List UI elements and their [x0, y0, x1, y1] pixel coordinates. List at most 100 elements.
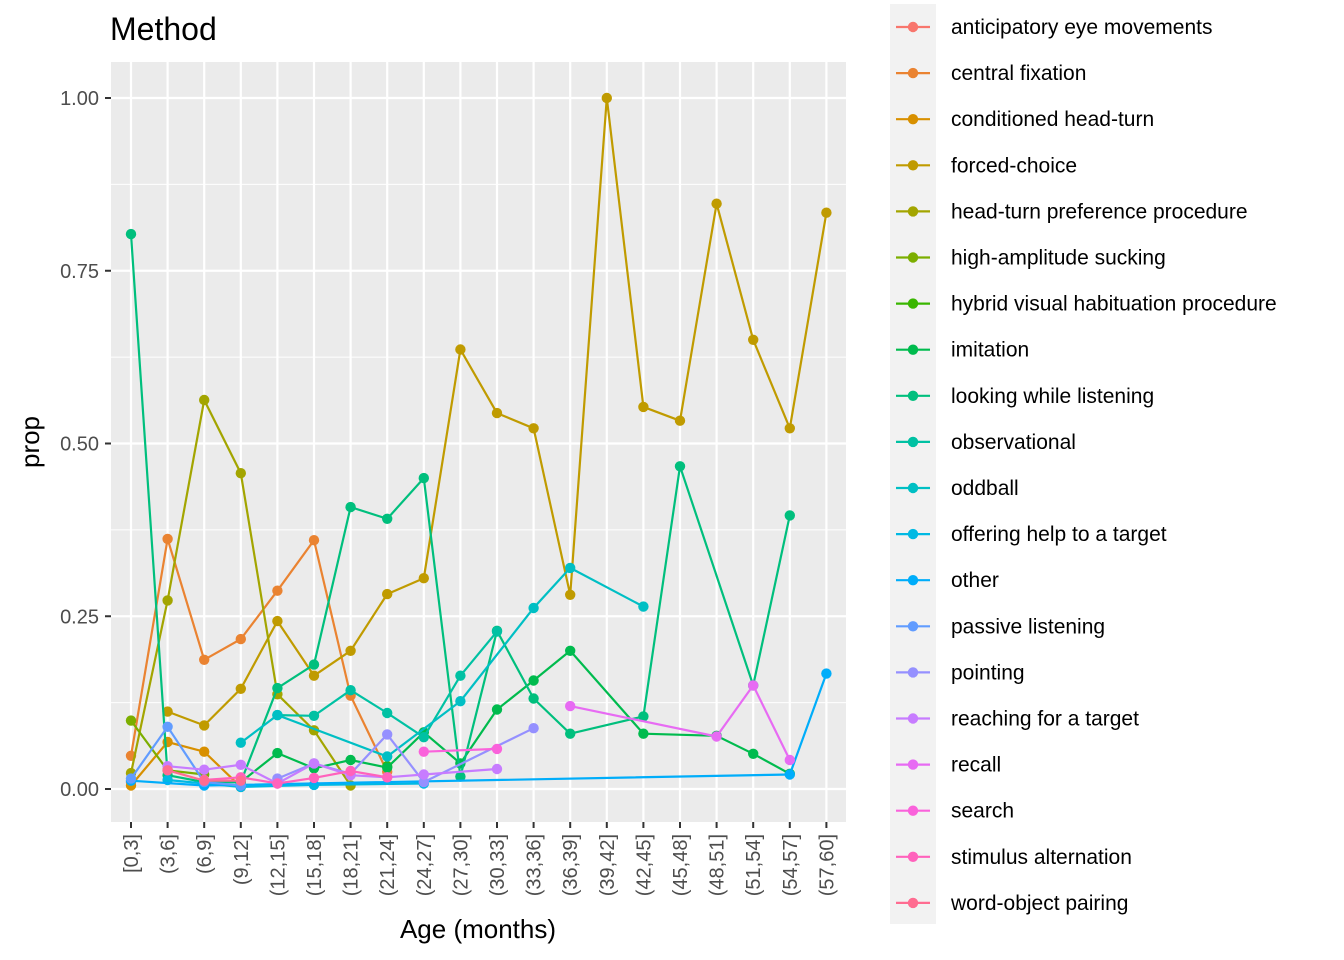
legend-key-point	[907, 621, 919, 632]
x-tick-label: (57,60]	[816, 834, 838, 896]
data-point	[528, 675, 539, 686]
data-point	[418, 573, 429, 584]
data-point	[821, 207, 832, 218]
data-point	[272, 709, 283, 721]
x-tick-label: (9,12]	[231, 834, 253, 885]
data-point	[199, 394, 210, 406]
legend-key-point	[907, 436, 919, 448]
series-line	[423, 747, 498, 753]
data-point	[491, 763, 503, 775]
data-point	[565, 645, 576, 656]
data-point	[784, 754, 795, 766]
legend-label: imitation	[951, 339, 1029, 362]
data-point	[784, 510, 795, 521]
data-point	[199, 720, 210, 731]
legend-key-point	[907, 575, 919, 586]
x-tick-label: (51,54]	[743, 834, 765, 896]
data-point	[382, 762, 393, 773]
legend-label: head-turn preference procedure	[951, 200, 1248, 223]
data-point	[308, 535, 320, 546]
x-tick-label: (39,42]	[597, 834, 619, 896]
y-tick-label: 0.00	[60, 779, 99, 801]
legend-key-point	[907, 67, 919, 79]
legend-key-point	[907, 713, 919, 724]
data-point	[162, 595, 173, 606]
data-point	[235, 737, 246, 748]
data-point	[674, 415, 686, 426]
legend-label: observational	[951, 431, 1076, 454]
legend-key-point	[907, 206, 919, 217]
x-tick-label: (3,6]	[158, 834, 180, 874]
series-layer	[125, 92, 832, 793]
data-point	[382, 707, 393, 719]
data-point	[455, 771, 466, 782]
x-tick-label: (12,15]	[267, 834, 289, 896]
data-point	[162, 721, 173, 732]
data-point	[272, 682, 283, 694]
data-point	[345, 685, 356, 696]
x-tick-label: (21,24]	[377, 834, 399, 896]
legend-key-point	[907, 114, 919, 125]
x-tick-label: (15,18]	[304, 834, 326, 896]
data-point	[748, 334, 759, 345]
data-point	[308, 772, 320, 784]
data-point	[235, 759, 246, 770]
data-point	[272, 615, 283, 627]
legend-key-point	[907, 851, 919, 862]
data-point	[565, 589, 576, 600]
data-point	[308, 758, 320, 769]
data-point	[345, 765, 356, 777]
data-point	[382, 588, 393, 600]
data-point	[491, 626, 503, 637]
series-line	[129, 537, 389, 773]
x-tick-label: (36,39]	[560, 834, 582, 896]
data-point	[162, 765, 173, 776]
data-point	[601, 92, 612, 104]
legend-key-point	[907, 759, 919, 770]
legend-label: forced-choice	[951, 154, 1077, 177]
data-point	[528, 693, 539, 704]
data-point	[674, 461, 686, 472]
data-point	[162, 533, 173, 545]
data-point	[235, 683, 246, 694]
data-point	[528, 423, 539, 434]
data-point	[235, 468, 246, 479]
data-point	[711, 198, 722, 209]
data-point	[272, 778, 283, 789]
x-tick-label: (54,57]	[780, 834, 802, 896]
x-tick-label: (24,27]	[414, 834, 436, 896]
data-point	[345, 501, 356, 513]
legend-label: other	[951, 569, 999, 592]
data-point	[235, 633, 246, 645]
x-tick-label: (27,30]	[450, 834, 472, 896]
data-point	[308, 659, 320, 670]
legend-key-point	[907, 528, 919, 540]
data-point	[638, 401, 649, 413]
legend-key-point	[907, 298, 919, 309]
legend-key-point	[907, 21, 919, 33]
data-point	[235, 775, 246, 786]
data-point	[382, 751, 393, 762]
legend-label: search	[951, 800, 1014, 823]
data-point	[638, 601, 649, 612]
data-point	[199, 746, 210, 757]
gridlines	[111, 62, 846, 822]
data-point	[125, 773, 137, 784]
data-point	[528, 723, 539, 734]
data-point	[162, 736, 173, 748]
x-tick-label: [0,3]	[121, 834, 143, 873]
data-point	[418, 472, 429, 484]
chart-title: Method	[110, 11, 217, 47]
data-point	[382, 729, 393, 740]
data-point	[345, 754, 356, 766]
legend-label: looking while listening	[951, 385, 1154, 408]
legend-key-point	[907, 160, 919, 171]
data-point	[528, 602, 539, 614]
legend: anticipatory eye movements central fixati…	[896, 16, 1277, 915]
data-point	[491, 407, 503, 419]
legend-label: stimulus alternation	[951, 846, 1132, 869]
data-point	[565, 562, 576, 574]
series-line	[130, 673, 828, 787]
legend-label: passive listening	[951, 615, 1105, 638]
